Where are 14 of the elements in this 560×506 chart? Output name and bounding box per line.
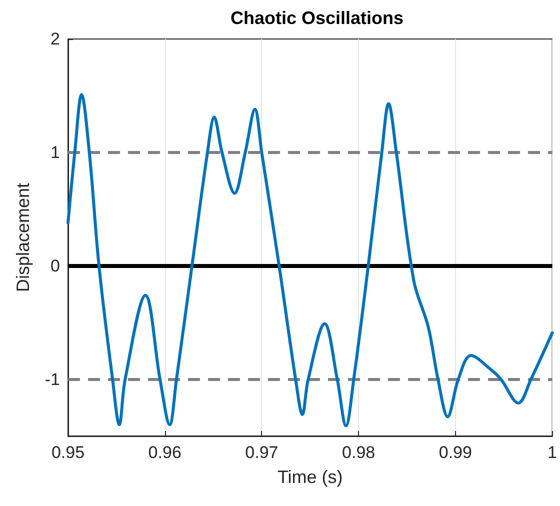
x-tick-label: 0.95 [51, 443, 85, 462]
x-tick-label: 0.96 [148, 443, 182, 462]
y-tick-label: 2 [50, 30, 60, 48]
y-axis-title: Displacement [13, 182, 33, 292]
x-tick-label: 0.98 [342, 443, 376, 462]
y-tick-label: -1 [44, 370, 60, 389]
x-tick-label: 0.99 [438, 443, 472, 462]
x-tick-label: 0.97 [245, 443, 278, 462]
x-axis-title: Time (s) [277, 467, 343, 487]
y-tick-label: 0 [50, 256, 60, 276]
y-tick-label: 1 [50, 142, 60, 162]
chart-title: Chaotic Oscillations [230, 8, 404, 28]
line-series [66, 93, 554, 428]
x-tick-label: 1 [548, 443, 558, 462]
